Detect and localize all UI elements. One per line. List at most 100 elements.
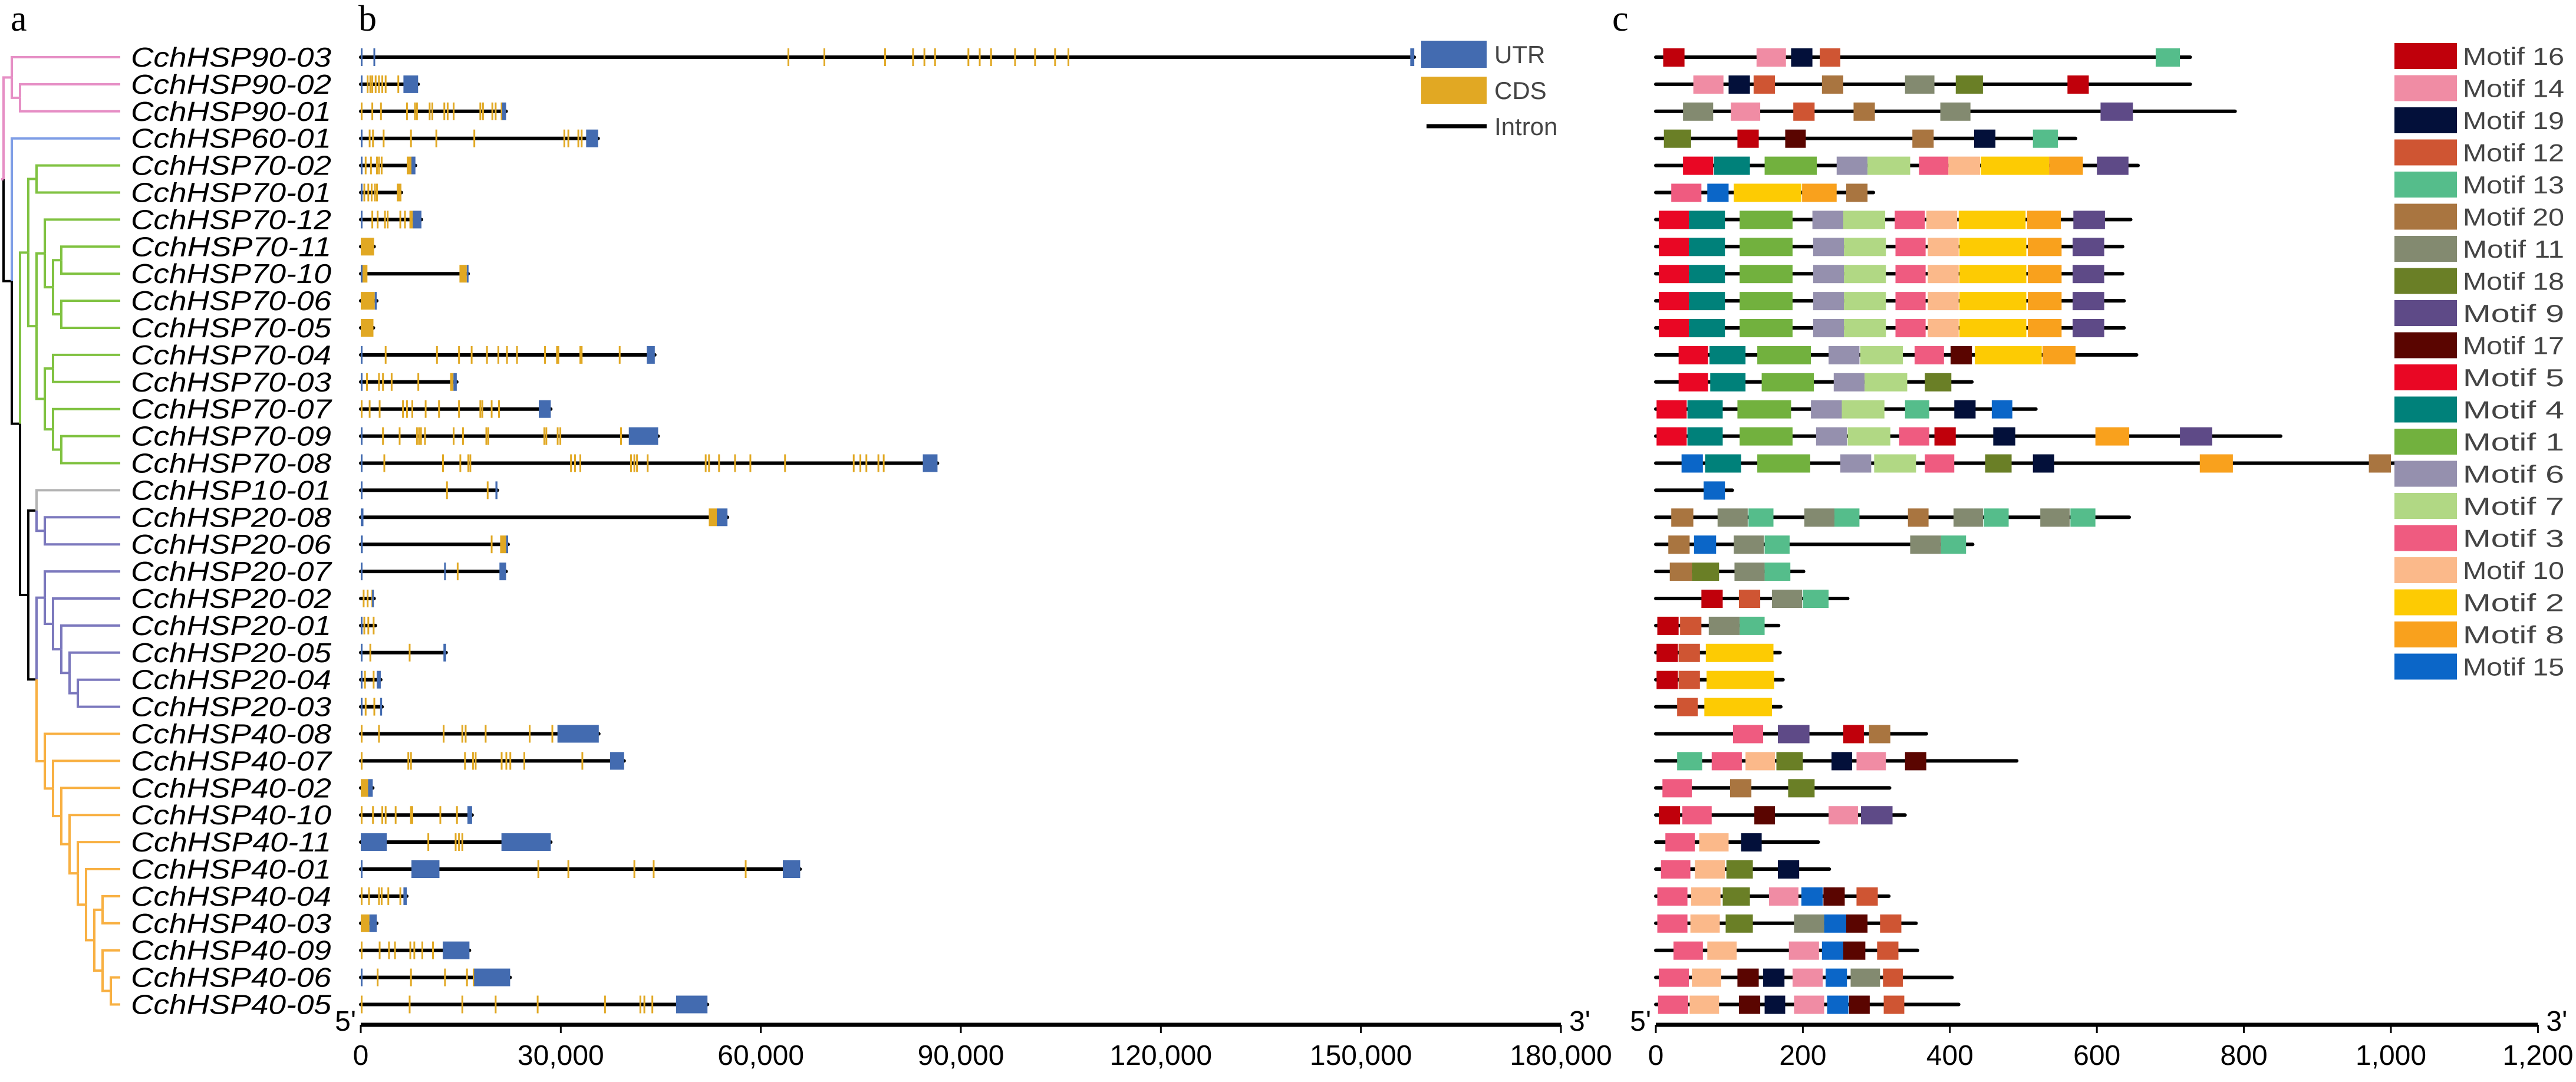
motif-11-box <box>1954 508 1983 527</box>
motif-16-box <box>1656 670 1678 689</box>
tree-branch <box>19 423 28 597</box>
tree-branch-cchhsp70-07 <box>52 407 120 430</box>
motif-10-box <box>1745 752 1775 771</box>
tree-branch <box>2 76 12 180</box>
motif-13-legend-swatch <box>2394 172 2457 198</box>
cds-exon <box>537 860 539 878</box>
motif-18-box <box>1725 914 1753 933</box>
cds-exon <box>462 427 464 445</box>
tree-branch <box>44 253 53 289</box>
motif-13-box <box>1764 563 1791 581</box>
motif-18-box <box>1985 454 2012 473</box>
cds-exon <box>967 48 970 66</box>
motif-6-box <box>1829 346 1860 364</box>
cds-exon <box>859 454 862 472</box>
cds-exon <box>436 346 438 364</box>
motif-14-box <box>1769 887 1798 906</box>
cds-exon <box>431 102 433 120</box>
motif-18-box <box>1726 860 1753 879</box>
motif-5-legend-swatch <box>2394 364 2457 390</box>
utr-region <box>467 806 472 824</box>
motif-1-box <box>1740 265 1793 284</box>
motif-row <box>1654 265 2124 284</box>
cds-exon <box>647 454 649 472</box>
tree-branch <box>2 179 12 282</box>
motif-row <box>1654 481 1734 500</box>
motif-4-legend-swatch <box>2394 396 2457 423</box>
motif-13-box <box>1803 590 1829 608</box>
motif-1-box <box>1764 156 1817 175</box>
gene-structure-row <box>359 860 802 878</box>
cds-exon <box>461 725 463 743</box>
tree-branch-cchhsp90-03 <box>11 56 120 78</box>
utr-region <box>361 129 363 147</box>
tree-branch <box>93 940 103 972</box>
cds-exon <box>409 941 411 959</box>
motif-9-box <box>1860 806 1893 825</box>
cds-exon <box>380 887 383 905</box>
gene-label: CchHSP90-01 <box>131 96 331 127</box>
motif-10-box <box>1690 914 1720 933</box>
cds-exon <box>446 481 448 499</box>
motif-4-box <box>1689 211 1725 229</box>
tree-branch-cchhsp70-11 <box>60 245 120 261</box>
motif-12-box <box>1793 102 1815 121</box>
cds-exon <box>398 427 401 445</box>
cds-exon <box>361 752 363 770</box>
tree-branch <box>44 367 53 399</box>
utr-region <box>453 373 457 391</box>
cds-exon <box>495 102 497 120</box>
motif-15-box <box>1801 887 1823 906</box>
cds-exon <box>787 48 789 66</box>
tree-branch-cchhsp70-03 <box>52 368 120 383</box>
motif-12-box <box>1880 914 1902 933</box>
motif-3-box <box>1925 454 1955 473</box>
tree-branch-cchhsp70-06 <box>60 300 120 315</box>
cds-exon <box>469 454 472 472</box>
tree-branch-cchhsp20-03 <box>77 693 120 708</box>
cds-exon <box>407 156 411 175</box>
motif-19-box <box>1763 968 1785 987</box>
motif-row <box>1654 860 1831 879</box>
cds-exon <box>543 427 545 445</box>
gene-label: CchHSP70-08 <box>131 448 331 479</box>
motif-row <box>1654 887 1891 906</box>
motif-20-box <box>1908 508 1929 527</box>
tree-branch-cchhsp40-01 <box>85 868 120 905</box>
cds-exon <box>420 427 422 445</box>
utr-region <box>361 616 363 634</box>
utr-region <box>361 373 363 391</box>
motif-15-box <box>1826 968 1847 987</box>
cds-exon <box>458 400 460 418</box>
motif-14-legend-swatch <box>2394 75 2457 101</box>
motif-18-box <box>1776 752 1803 771</box>
cds-exon <box>410 968 412 986</box>
cds-exon <box>416 427 418 445</box>
utr-region <box>377 670 381 689</box>
motif-14-legend-label: Motif 14 <box>2463 75 2564 103</box>
motif-11-box <box>1850 968 1880 987</box>
motif-row <box>1654 806 1907 825</box>
cds-exon <box>418 427 420 445</box>
motif-19-box <box>1954 400 1976 419</box>
tree-branch-cchhsp10-01 <box>35 489 120 511</box>
utr-region <box>361 75 363 93</box>
cds-exon <box>364 156 367 175</box>
motif-3-box <box>1895 238 1926 256</box>
motif-11-legend-label: Motif 11 <box>2463 235 2564 263</box>
cds-exon <box>556 346 558 364</box>
utr-region <box>501 833 551 851</box>
motif-3-box <box>1914 346 1944 364</box>
cds-exon <box>413 941 416 959</box>
motif-5-box <box>1656 427 1687 446</box>
cds-exon <box>381 75 384 93</box>
utr-region <box>403 75 419 93</box>
motif-6-box <box>1813 319 1844 337</box>
gene-axis-tick-label: 30,000 <box>518 1040 604 1071</box>
motif-8-box <box>1802 183 1837 202</box>
cds-exon <box>865 454 868 472</box>
motif-11-box <box>1734 563 1765 581</box>
motif-13-box <box>1984 508 2009 527</box>
utr-region <box>499 563 506 581</box>
cds-exon <box>369 643 371 662</box>
